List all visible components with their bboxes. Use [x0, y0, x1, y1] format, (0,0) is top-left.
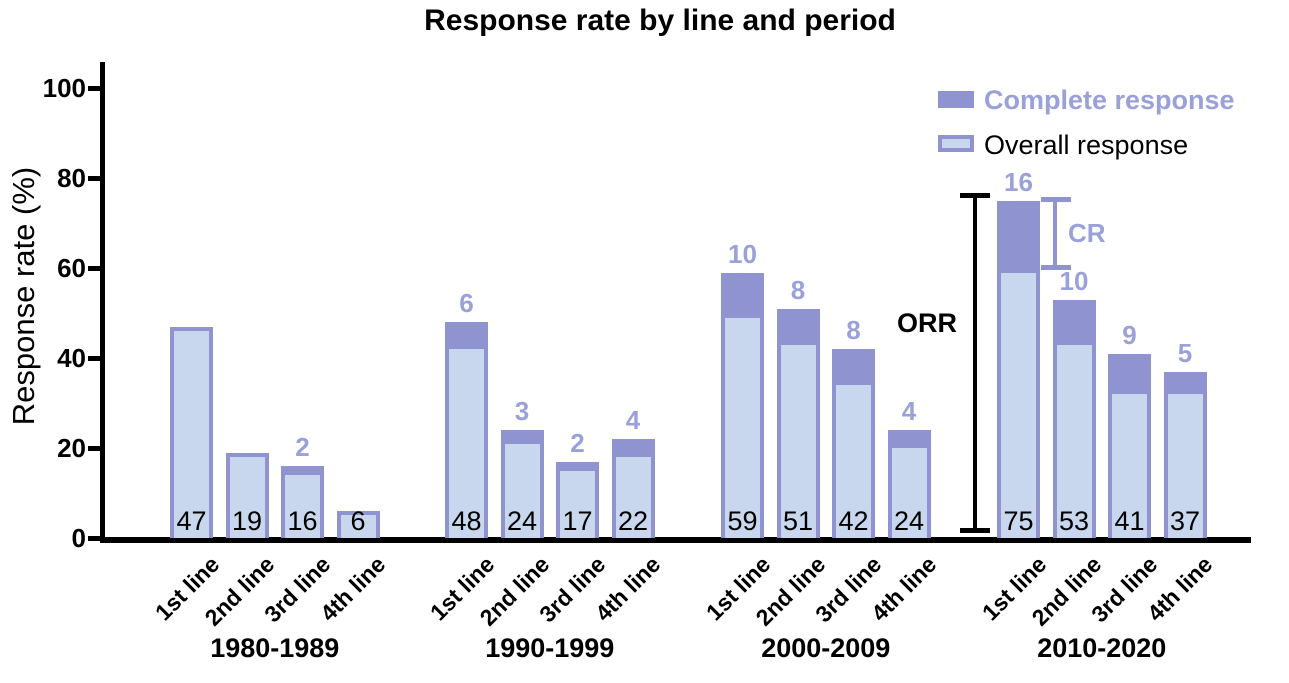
complete-response-segment	[725, 276, 760, 318]
legend-label-complete-response: Complete response	[984, 85, 1235, 115]
y-axis-tick	[88, 265, 103, 271]
overall-response-value: 59	[727, 506, 758, 536]
complete-response-segment	[1167, 375, 1203, 394]
overall-response-value: 24	[893, 506, 925, 536]
bar-2000-2009-4th line	[887, 430, 931, 538]
complete-response-segment	[615, 443, 651, 457]
overall-response-value: 75	[1003, 506, 1034, 536]
bar-2000-2009-3rd line	[832, 349, 875, 538]
complete-response-segment	[449, 326, 484, 349]
bar-2010-2020-1st line	[997, 200, 1040, 538]
legend-label-overall-response: Overall response	[984, 130, 1189, 160]
orr-bracket-cap-bottom	[960, 528, 990, 533]
bar-1980-1989-2nd line	[225, 452, 269, 538]
overall-response-value: 19	[231, 506, 263, 536]
bar-2000-2009-1st line	[721, 272, 764, 538]
cr-bracket-cap-bottom	[1041, 265, 1071, 270]
overall-response-value: 51	[782, 506, 814, 536]
overall-response-value: 6	[350, 506, 366, 536]
complete-response-segment	[1112, 357, 1147, 394]
x-axis-line	[100, 537, 1251, 543]
complete-response-segment	[780, 312, 816, 345]
bar-2000-2009-2nd line	[776, 308, 820, 538]
overall-response-value: 42	[838, 506, 869, 536]
cr-bracket-line	[1053, 200, 1057, 268]
overall-response-value: 37	[1169, 506, 1201, 536]
bar-1980-1989-4th line	[336, 511, 380, 538]
bar-1990-1999-4th line	[611, 439, 655, 538]
complete-response-value: 6	[459, 288, 474, 318]
cr-bracket-cap-top	[1041, 197, 1071, 202]
bar-2010-2020-2nd line	[1052, 299, 1096, 538]
complete-response-value: 10	[1059, 265, 1089, 296]
y-axis-line	[100, 62, 105, 543]
period-label: 2010-2020	[1037, 633, 1167, 663]
complete-response-value: 4	[625, 405, 641, 435]
orr-bracket-cap-top	[960, 193, 990, 198]
bar-1980-1989-1st line	[170, 326, 213, 538]
overall-response-value: 53	[1058, 506, 1090, 536]
complete-response-segment	[1056, 303, 1092, 345]
legend-swatch-complete-response	[938, 91, 974, 108]
complete-response-segment	[560, 465, 595, 471]
complete-response-value: 8	[846, 315, 861, 345]
y-axis-tick-label: 0	[71, 523, 86, 553]
period-label: 2000-2009	[761, 633, 891, 663]
bar-1990-1999-2nd line	[500, 430, 544, 538]
bar-2010-2020-3rd line	[1108, 353, 1151, 538]
complete-response-value: 5	[1177, 337, 1193, 368]
complete-response-value: 10	[728, 238, 757, 269]
overall-response-value: 22	[617, 506, 649, 536]
orr-bracket-line	[973, 193, 977, 533]
y-axis-tick	[88, 355, 103, 361]
complete-response-value: 2	[295, 432, 310, 462]
overall-response-value: 48	[451, 506, 482, 536]
bar-1990-1999-3rd line	[556, 461, 599, 538]
y-axis-tick-label: 60	[57, 253, 86, 283]
complete-response-segment	[836, 353, 871, 385]
complete-response-value: 2	[570, 427, 585, 458]
complete-response-segment	[504, 434, 540, 444]
y-axis-tick	[88, 445, 103, 451]
complete-response-segment	[285, 470, 320, 475]
period-label: 1980-1989	[210, 633, 340, 663]
complete-response-value: 4	[901, 396, 917, 426]
y-axis-tick	[88, 535, 103, 541]
y-axis-tick	[88, 85, 103, 91]
overall-response-value: 41	[1114, 506, 1145, 536]
overall-response-value: 24	[506, 506, 538, 536]
period-label: 1990-1999	[485, 633, 615, 663]
complete-response-value: 9	[1122, 319, 1137, 350]
complete-response-value: 8	[790, 274, 806, 305]
complete-response-segment	[891, 434, 927, 448]
chart-title: Response rate by line and period	[424, 4, 896, 37]
overall-response-value: 47	[176, 506, 207, 536]
overall-response-value: 16	[287, 506, 318, 536]
overall-response-value: 17	[562, 506, 593, 536]
y-axis-tick-label: 40	[57, 343, 86, 373]
complete-response-segment	[1001, 204, 1036, 273]
y-axis-tick-label: 20	[57, 433, 86, 463]
bar-1990-1999-1st line	[445, 322, 488, 538]
y-axis-tick-label: 100	[42, 73, 86, 103]
y-axis-tick	[88, 175, 103, 181]
complete-response-value: 3	[514, 396, 530, 426]
complete-response-value: 16	[1004, 166, 1033, 197]
bar-2010-2020-4th line	[1163, 371, 1207, 538]
legend-swatch-overall-response	[938, 135, 974, 152]
cr-bracket-label: CR	[1068, 218, 1106, 248]
orr-bracket-label: ORR	[897, 308, 957, 338]
bar-1980-1989-3rd line	[281, 466, 324, 538]
y-axis-tick-label: 80	[57, 163, 86, 193]
